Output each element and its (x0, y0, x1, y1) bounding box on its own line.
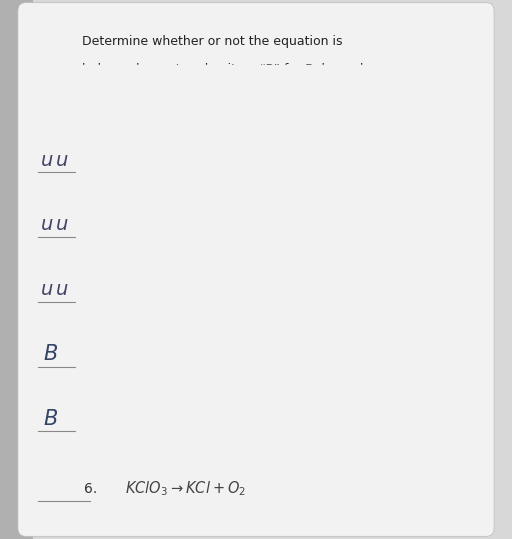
Text: $KClO_3 \rightarrow KCl + O_2$: $KClO_3 \rightarrow KCl + O_2$ (125, 480, 246, 498)
Text: B: B (44, 409, 58, 429)
Polygon shape (0, 0, 33, 539)
Text: and a “U” for Unbalanced: and a “U” for Unbalanced (82, 91, 243, 104)
Text: $2\,Na + 2\,H_2O \rightarrow 2\,NaOH +$: $2\,Na + 2\,H_2O \rightarrow 2\,NaOH +$ (125, 345, 304, 363)
Text: u: u (41, 150, 53, 170)
Text: u: u (56, 280, 69, 299)
Text: 3.: 3. (84, 282, 97, 296)
Text: $NaBr + CaF_2 \rightarrow NaF + C$: $NaBr + CaF_2 \rightarrow NaF + C$ (125, 280, 290, 299)
Text: u: u (41, 280, 53, 299)
Text: balanced or not and write a “B” for Balanced: balanced or not and write a “B” for Bala… (82, 63, 364, 76)
Text: 1.: 1. (84, 153, 97, 167)
Text: Determine whether or not the equation is: Determine whether or not the equation is (82, 35, 343, 48)
Text: u: u (56, 150, 69, 170)
Text: $CH_4 + O_2 \rightarrow CO_2 + 2\,H_2O$: $CH_4 + O_2 \rightarrow CO_2 + 2\,H_2O$ (125, 151, 297, 169)
Text: 5.: 5. (84, 412, 97, 426)
Text: B: B (44, 344, 58, 364)
Text: 4.: 4. (84, 347, 97, 361)
Text: $4P + 5O_2 \rightarrow 2P_2O_5$: $4P + 5O_2 \rightarrow 2P_2O_5$ (125, 410, 251, 428)
Text: u: u (41, 215, 53, 234)
Text: 6.: 6. (84, 482, 97, 496)
Text: $Ag_2O \rightarrow Ag + O_2$: $Ag_2O \rightarrow Ag + O_2$ (125, 215, 238, 234)
Text: u: u (56, 215, 69, 234)
Text: 2.: 2. (84, 218, 97, 232)
FancyBboxPatch shape (18, 3, 494, 536)
